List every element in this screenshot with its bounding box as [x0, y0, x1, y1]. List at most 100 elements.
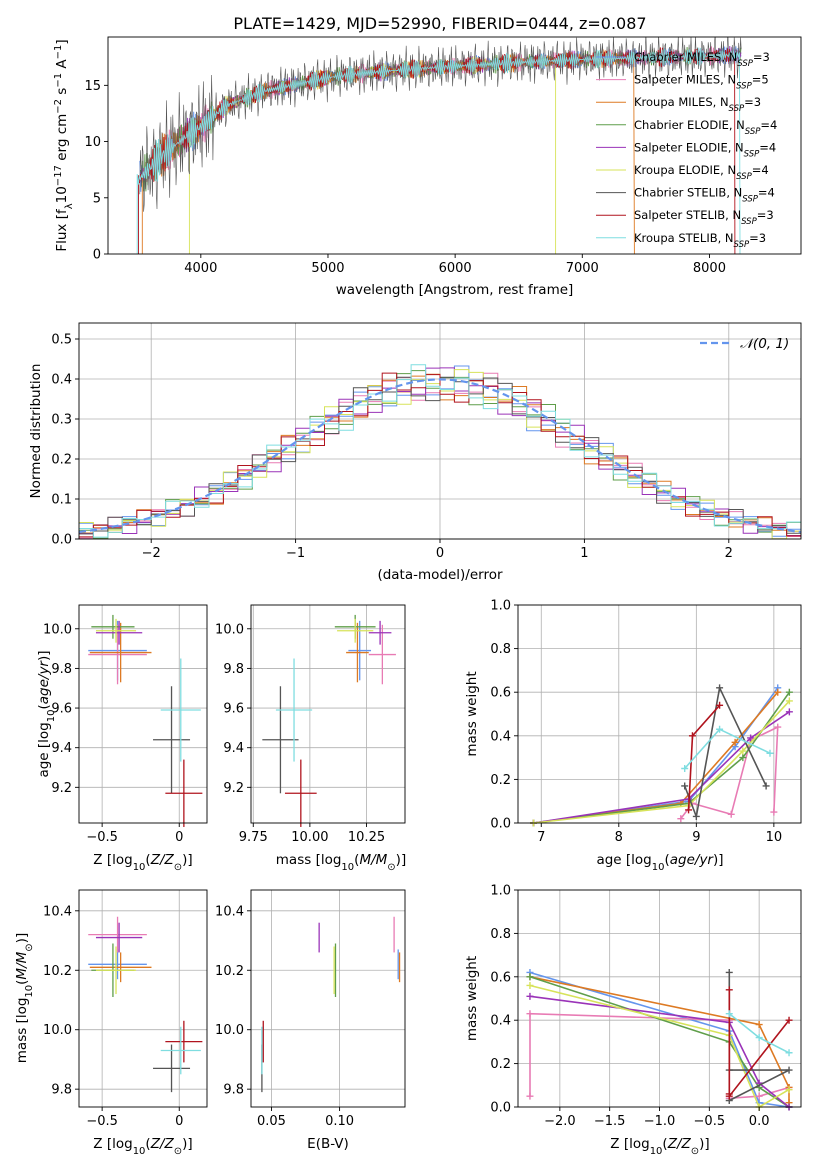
age_vs_mass-ytick-label: 9.8 — [223, 662, 244, 677]
figure-title: PLATE=1429, MJD=52990, FIBERID=0444, z=0… — [233, 14, 646, 33]
residual_hist-xtick-label: −1 — [286, 546, 305, 561]
age_vs_mass-ytick-label: 9.2 — [223, 781, 244, 796]
mass_weight_vs_Z-marker-salpeter-elodie — [526, 992, 534, 1000]
mass_weight_vs_Z-marker-kroupa-stelib — [725, 1010, 733, 1018]
hist-ylabel: Normed distribution — [28, 364, 44, 499]
residual_hist-xtick-label: 1 — [580, 546, 588, 561]
spectrum-frame — [107, 36, 802, 255]
age-vs-z-xlabel: Z [log10(Z/Z⊙)] — [93, 852, 192, 873]
mass_vs_Z-ytick-label: 10.0 — [43, 1023, 72, 1038]
age-vs-z-ylabel: age [log10(age/yr)] — [36, 650, 57, 777]
age_vs_Z-ytick-label: 9.6 — [51, 702, 72, 717]
mass_weight_vs_age-marker-kroupa-stelib — [766, 749, 774, 757]
mass_weight_vs_Z-ytick-label: 1.0 — [490, 884, 511, 899]
mass_weight_vs_age-marker-chabrier-stelib — [716, 684, 724, 692]
residual_hist-ytick-label: 0.3 — [51, 413, 72, 428]
age_vs_mass-xtick-label: 9.75 — [239, 830, 268, 845]
mass_weight_vs_age-marker-chabrier-stelib — [681, 782, 689, 790]
age_vs_Z-ytick-label: 9.2 — [51, 781, 72, 796]
mass_vs_Z-ytick-label: 10.2 — [43, 964, 72, 979]
mass_weight_vs_age-frame — [517, 604, 802, 824]
legend-label-chabrier-stelib: Chabrier STELIB, NSSP=4 — [634, 186, 775, 205]
mass_weight_vs_Z-marker-salpeter-miles — [526, 1092, 534, 1100]
mass_weight_vs_Z-xtick-label: −1.0 — [644, 1114, 676, 1129]
mass_weight_vs_age-marker-kroupa-stelib — [716, 725, 724, 733]
age_vs_mass-xtick-label: 10.25 — [348, 830, 385, 845]
residual_hist-ytick-label: 0.0 — [51, 533, 72, 548]
mass_weight_vs_Z-ytick-label: 0.8 — [490, 927, 511, 942]
mass_weight_vs_Z-ytick-label: 0.4 — [490, 1014, 511, 1029]
age_vs_Z-ytick-label: 10.0 — [43, 622, 72, 637]
mass-weight-vs-z-xlabel: Z [log10(Z/Z⊙)] — [610, 1136, 709, 1157]
mass_weight_vs_Z-xtick-label: 0.0 — [749, 1114, 770, 1129]
mass_weight_vs_Z-marker-chabrier-elodie — [526, 973, 534, 981]
age_vs_Z-ytick-label: 9.8 — [51, 662, 72, 677]
mass_weight_vs_Z-marker-salpeter-stelib — [725, 1092, 733, 1100]
age_vs_mass-ytick-label: 9.4 — [223, 741, 244, 756]
age_vs_Z-frame — [78, 604, 208, 824]
mass_weight_vs_Z-marker-salpeter-stelib — [725, 986, 733, 994]
mass_weight_vs_Z-ytick-label: 0.2 — [490, 1057, 511, 1072]
mass_weight_vs_Z-marker-kroupa-miles — [755, 1021, 763, 1029]
spectrum-ylabel: Flux [fλ10−17 erg cm−2 s−1 A−1] — [53, 39, 75, 251]
mass_vs_ebv-ytick-label: 10.0 — [215, 1023, 244, 1038]
age_vs_mass-frame — [250, 604, 406, 824]
residual_hist-ytick-label: 0.5 — [51, 333, 72, 348]
mass_weight_vs_age-marker-salpeter-miles — [677, 815, 685, 823]
spectrum-xtick-label: 6000 — [439, 261, 472, 276]
mass_weight_vs_age-line-chabrier-stelib — [683, 685, 767, 820]
residual_hist-ytick-label: 0.1 — [51, 493, 72, 508]
spectrum-ytick-label: 15 — [84, 79, 101, 94]
spectrum-xtick-label: 7000 — [566, 261, 599, 276]
mass_weight_vs_age-marker-salpeter-stelib — [685, 806, 693, 814]
mass_weight_vs_age-marker-salpeter-stelib — [716, 701, 724, 709]
mass_weight_vs_age-ytick-label: 0.0 — [490, 817, 511, 832]
mass_vs_Z-xtick-label: −0.5 — [86, 1114, 118, 1129]
mass_weight_vs_Z-line-kroupa-elodie — [529, 984, 790, 1109]
mass_weight_vs_Z-marker-salpeter-stelib — [785, 1016, 793, 1024]
residual_hist-ytick-label: 0.2 — [51, 453, 72, 468]
mass_vs_ebv-ytick-label: 9.8 — [223, 1083, 244, 1098]
residual_hist-ytick-label: 0.4 — [51, 373, 72, 388]
mass_weight_vs_age-ylabel: mass weight — [464, 671, 480, 756]
mass_weight_vs_age-xtick-label: 10 — [766, 830, 783, 845]
spectrum-line-kroupa-stelib — [136, 47, 741, 254]
mass_weight_vs_Z-line-chabrier-miles — [529, 971, 790, 1108]
age_vs_mass-ytick-label: 10.0 — [215, 622, 244, 637]
mass_weight_vs_age-xtick-label: 7 — [537, 830, 545, 845]
mass_weight_vs_Z-marker-chabrier-stelib — [725, 968, 733, 976]
spectrum-xtick-label: 4000 — [184, 261, 217, 276]
mass_weight_vs_age-marker-kroupa-elodie — [785, 697, 793, 705]
hist-area — [79, 364, 801, 539]
mass_weight_vs_Z-marker-kroupa-elodie — [785, 1086, 793, 1094]
mass_weight_vs_Z-marker-salpeter-miles — [526, 1010, 534, 1018]
mass_weight_vs_age-ytick-label: 0.4 — [490, 729, 511, 744]
mass_weight_vs_age-marker-salpeter-miles — [774, 723, 782, 731]
legend-label-kroupa-stelib: Kroupa STELIB, NSSP=3 — [634, 231, 766, 250]
spectrum-ytick-label: 0 — [93, 248, 101, 263]
mass_weight_vs_age-marker-salpeter-elodie — [747, 734, 755, 742]
mass_weight_vs_age-line-chabrier-miles — [533, 687, 779, 824]
mass_weight_vs_Z-marker-kroupa-elodie — [526, 981, 534, 989]
mass_vs_ebv-xtick-label: 0.10 — [325, 1114, 354, 1129]
gaussian-curve — [79, 378, 801, 534]
mass_weight_vs_age-xtick-label: 9 — [692, 830, 700, 845]
mass_weight_vs_age-line-salpeter-elodie — [533, 711, 790, 824]
mass_weight_vs_age-marker-salpeter-miles — [727, 810, 735, 818]
legend-label-chabrier-elodie: Chabrier ELODIE, NSSP=4 — [634, 118, 777, 137]
mass_vs_ebv-ytick-label: 10.2 — [215, 964, 244, 979]
mass_weight_vs_age-marker-salpeter-miles — [770, 808, 778, 816]
mass_vs_ebv-xtick-label: 0.05 — [257, 1114, 286, 1129]
mass_weight_vs_age-ytick-label: 0.6 — [490, 686, 511, 701]
spectrum-xlabel: wavelength [Angstrom, rest frame] — [336, 282, 574, 298]
mass_weight_vs_Z-marker-kroupa-stelib — [755, 1034, 763, 1042]
legend-label-salpeter-stelib: Salpeter STELIB, NSSP=3 — [634, 208, 774, 227]
mass_weight_vs_age-xtick-label: 8 — [615, 830, 623, 845]
mass_weight_vs_age-marker-kroupa-miles — [774, 688, 782, 696]
mass-vs-z-ylabel: mass [log10(M/M⊙)] — [14, 933, 35, 1063]
mass_weight_vs_age-marker-salpeter-stelib — [688, 732, 696, 740]
mass_weight_vs_age-ytick-label: 1.0 — [490, 599, 511, 614]
mass_vs_ebv-ytick-label: 10.4 — [215, 904, 244, 919]
residual_hist-xtick-label: 2 — [725, 546, 733, 561]
